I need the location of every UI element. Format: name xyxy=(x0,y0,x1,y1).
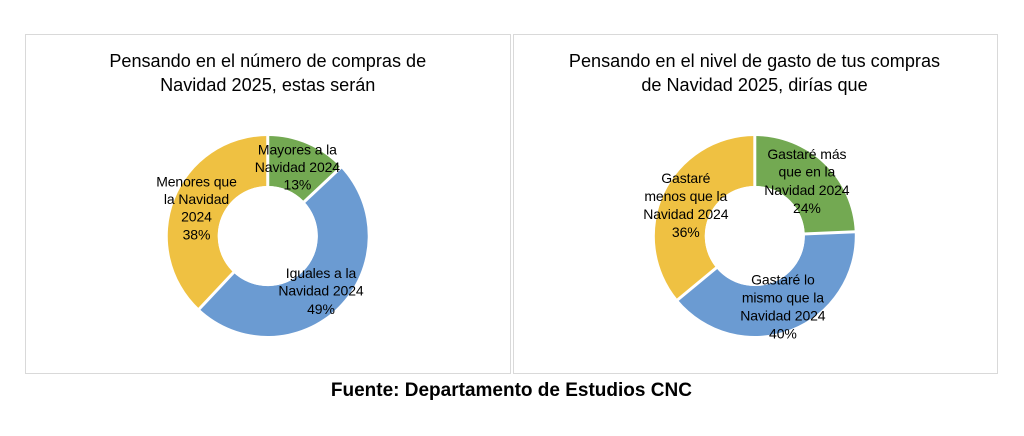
svg-text:40%: 40% xyxy=(769,326,797,342)
svg-text:de Navidad 2025, dirías que: de Navidad 2025, dirías que xyxy=(641,75,867,95)
svg-text:Fuente: Departamento de Estudi: Fuente: Departamento de Estudios CNC xyxy=(331,380,692,401)
svg-text:Pensando en el número de compr: Pensando en el número de compras de xyxy=(109,51,426,71)
svg-text:49%: 49% xyxy=(307,301,335,317)
svg-text:Pensando en el nivel de gasto: Pensando en el nivel de gasto de tus com… xyxy=(569,51,940,71)
svg-text:Navidad 2024: Navidad 2024 xyxy=(643,206,729,222)
svg-text:13%: 13% xyxy=(284,177,312,193)
svg-text:mismo que la: mismo que la xyxy=(742,290,824,306)
svg-text:36%: 36% xyxy=(672,224,700,240)
svg-text:Gastaré lo: Gastaré lo xyxy=(751,272,815,288)
svg-text:24%: 24% xyxy=(793,200,821,216)
svg-text:Navidad 2024: Navidad 2024 xyxy=(740,308,826,324)
svg-text:Navidad 2024: Navidad 2024 xyxy=(278,283,364,299)
svg-text:Navidad 2024: Navidad 2024 xyxy=(764,182,850,198)
svg-text:Mayores a la: Mayores a la xyxy=(258,142,337,158)
svg-text:que en la: que en la xyxy=(779,164,836,180)
svg-text:Iguales a la: Iguales a la xyxy=(286,265,357,281)
svg-text:menos que la: menos que la xyxy=(644,188,727,204)
svg-text:38%: 38% xyxy=(183,227,211,243)
svg-text:Gastaré: Gastaré xyxy=(661,170,710,186)
svg-text:Menores que: Menores que xyxy=(156,173,237,189)
svg-text:la Navidad: la Navidad xyxy=(164,191,229,207)
svg-text:2024: 2024 xyxy=(181,209,212,225)
svg-text:Navidad 2025, estas serán: Navidad 2025, estas serán xyxy=(160,75,375,95)
svg-text:Gastaré más: Gastaré más xyxy=(767,146,846,162)
svg-text:Navidad 2024: Navidad 2024 xyxy=(255,159,341,175)
